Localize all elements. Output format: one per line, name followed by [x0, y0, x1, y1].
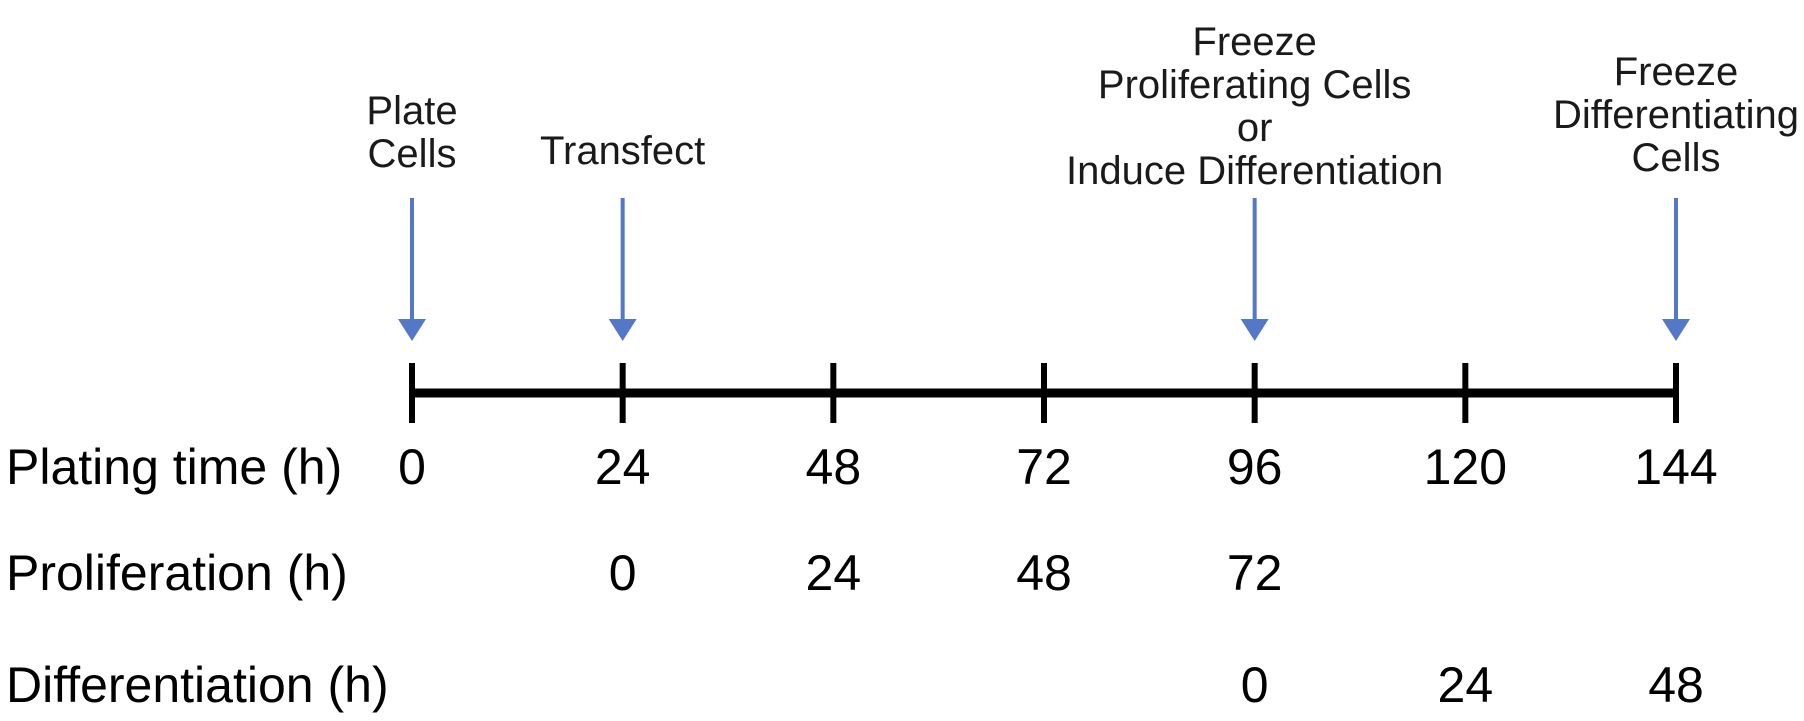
row-value: 72 — [1227, 545, 1283, 601]
event-label-line: Induce Differentiation — [1066, 149, 1443, 193]
event-label-line: Differentiating — [1553, 93, 1799, 137]
row-plating-time: Plating time (h) 0 24 48 72 96 120 144 — [6, 439, 1718, 495]
arrow-head — [1662, 319, 1690, 341]
row-label: Plating time (h) — [6, 439, 342, 495]
event-label-line: Freeze — [1614, 50, 1739, 94]
event-transfect: Transfect — [540, 129, 705, 341]
row-value: 0 — [609, 545, 637, 601]
timeline-axis — [409, 363, 1679, 423]
arrow-head — [398, 319, 426, 341]
event-label-line: Proliferating Cells — [1098, 63, 1411, 107]
row-differentiation: Differentiation (h) 0 24 48 — [6, 657, 1704, 713]
event-label-line: Transfect — [540, 129, 705, 173]
row-value: 24 — [595, 439, 651, 495]
arrow-head — [608, 319, 637, 341]
event-label-line: Plate — [366, 89, 457, 133]
row-value: 120 — [1424, 439, 1507, 495]
event-label-line: or — [1237, 106, 1273, 150]
event-label-line: Freeze — [1192, 20, 1317, 64]
row-value: 0 — [1241, 657, 1269, 713]
row-value: 96 — [1227, 439, 1283, 495]
row-value: 24 — [1438, 657, 1494, 713]
row-proliferation: Proliferation (h) 0 24 48 72 — [6, 545, 1282, 601]
event-label-line: Cells — [368, 132, 457, 176]
row-label: Differentiation (h) — [6, 657, 389, 713]
row-value: 144 — [1634, 439, 1717, 495]
row-value: 48 — [806, 439, 862, 495]
row-value: 72 — [1016, 439, 1072, 495]
row-value: 48 — [1648, 657, 1704, 713]
row-value: 24 — [806, 545, 862, 601]
row-value: 0 — [398, 439, 426, 495]
arrow-head — [1240, 319, 1269, 341]
event-label-line: Cells — [1632, 136, 1721, 180]
row-label: Proliferation (h) — [6, 545, 348, 601]
row-value: 48 — [1016, 545, 1072, 601]
time-rows: Plating time (h) 0 24 48 72 96 120 144 Prolifera… — [6, 439, 1718, 713]
